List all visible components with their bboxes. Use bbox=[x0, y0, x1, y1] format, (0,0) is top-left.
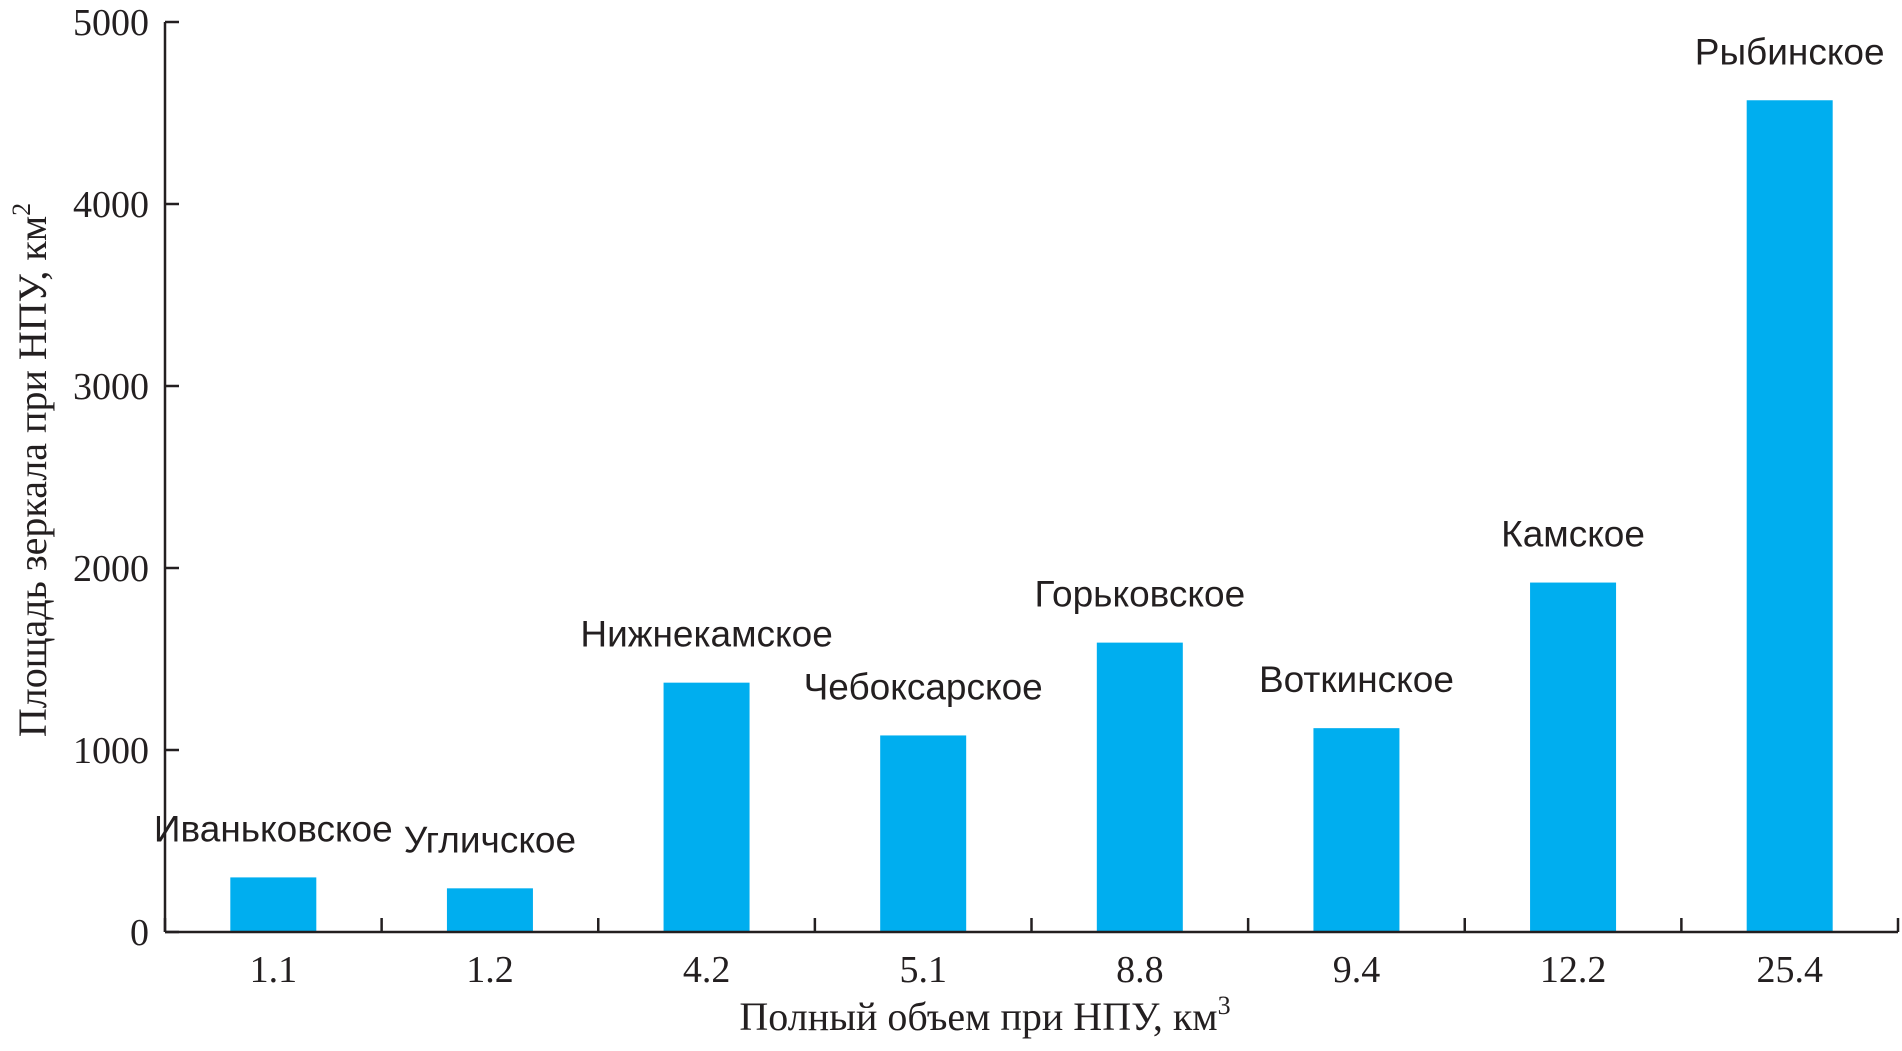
x-tick-label: 5.1 bbox=[899, 949, 947, 991]
x-axis-title: Полный объем при НПУ, км3 bbox=[739, 991, 1230, 1039]
bar bbox=[1313, 728, 1400, 932]
bar bbox=[446, 888, 533, 932]
x-axis-title-text: Полный объем при НПУ, км bbox=[739, 994, 1217, 1039]
bar-label: Нижнекамское bbox=[580, 614, 832, 655]
labels-group: Иваньковское Угличское Нижнекамское Чебокса… bbox=[154, 31, 1885, 860]
y-tick-label: 0 bbox=[130, 912, 149, 954]
y-tick-label: 2000 bbox=[73, 548, 149, 590]
bar-label: Чебоксарское bbox=[804, 666, 1043, 707]
x-tick-label: 4.2 bbox=[683, 949, 731, 991]
bar-label: Камское bbox=[1501, 514, 1645, 555]
y-axis-title-superscript: 2 bbox=[7, 203, 36, 216]
x-tick-label: 1.1 bbox=[250, 949, 298, 991]
bar-label: Иваньковское bbox=[154, 808, 393, 849]
bar-label: Угличское bbox=[404, 819, 576, 860]
x-tick-label: 9.4 bbox=[1333, 949, 1381, 991]
y-tick-label: 5000 bbox=[73, 2, 149, 44]
axes-group: 0 1000 2000 3000 4000 5000 1.1 1.2 4.2 5.1 8.8 9.4 1… bbox=[73, 2, 1900, 991]
x-tick-label: 12.2 bbox=[1540, 949, 1607, 991]
bar bbox=[1530, 582, 1617, 932]
y-axis-title-text: Площадь зеркала при НПУ, км bbox=[10, 216, 55, 737]
x-tick-label: 1.2 bbox=[466, 949, 514, 991]
x-axis-title-superscript: 3 bbox=[1218, 991, 1231, 1020]
y-axis-title: Площадь зеркала при НПУ, км2 bbox=[7, 203, 55, 737]
y-tick-label: 3000 bbox=[73, 366, 149, 408]
bar-label: Рыбинское bbox=[1695, 31, 1885, 72]
x-tick-label: 8.8 bbox=[1116, 949, 1164, 991]
bar bbox=[230, 877, 317, 932]
y-tick-label: 1000 bbox=[73, 730, 149, 772]
bar-label: Горьковское bbox=[1034, 574, 1245, 615]
x-tick-label: 25.4 bbox=[1756, 949, 1823, 991]
bar bbox=[1096, 642, 1183, 932]
y-tick-label: 4000 bbox=[73, 184, 149, 226]
bar-label: Воткинское bbox=[1259, 659, 1454, 700]
bars-group bbox=[230, 100, 1833, 932]
bar bbox=[663, 682, 750, 932]
bar bbox=[1746, 100, 1833, 932]
bar bbox=[880, 735, 967, 932]
